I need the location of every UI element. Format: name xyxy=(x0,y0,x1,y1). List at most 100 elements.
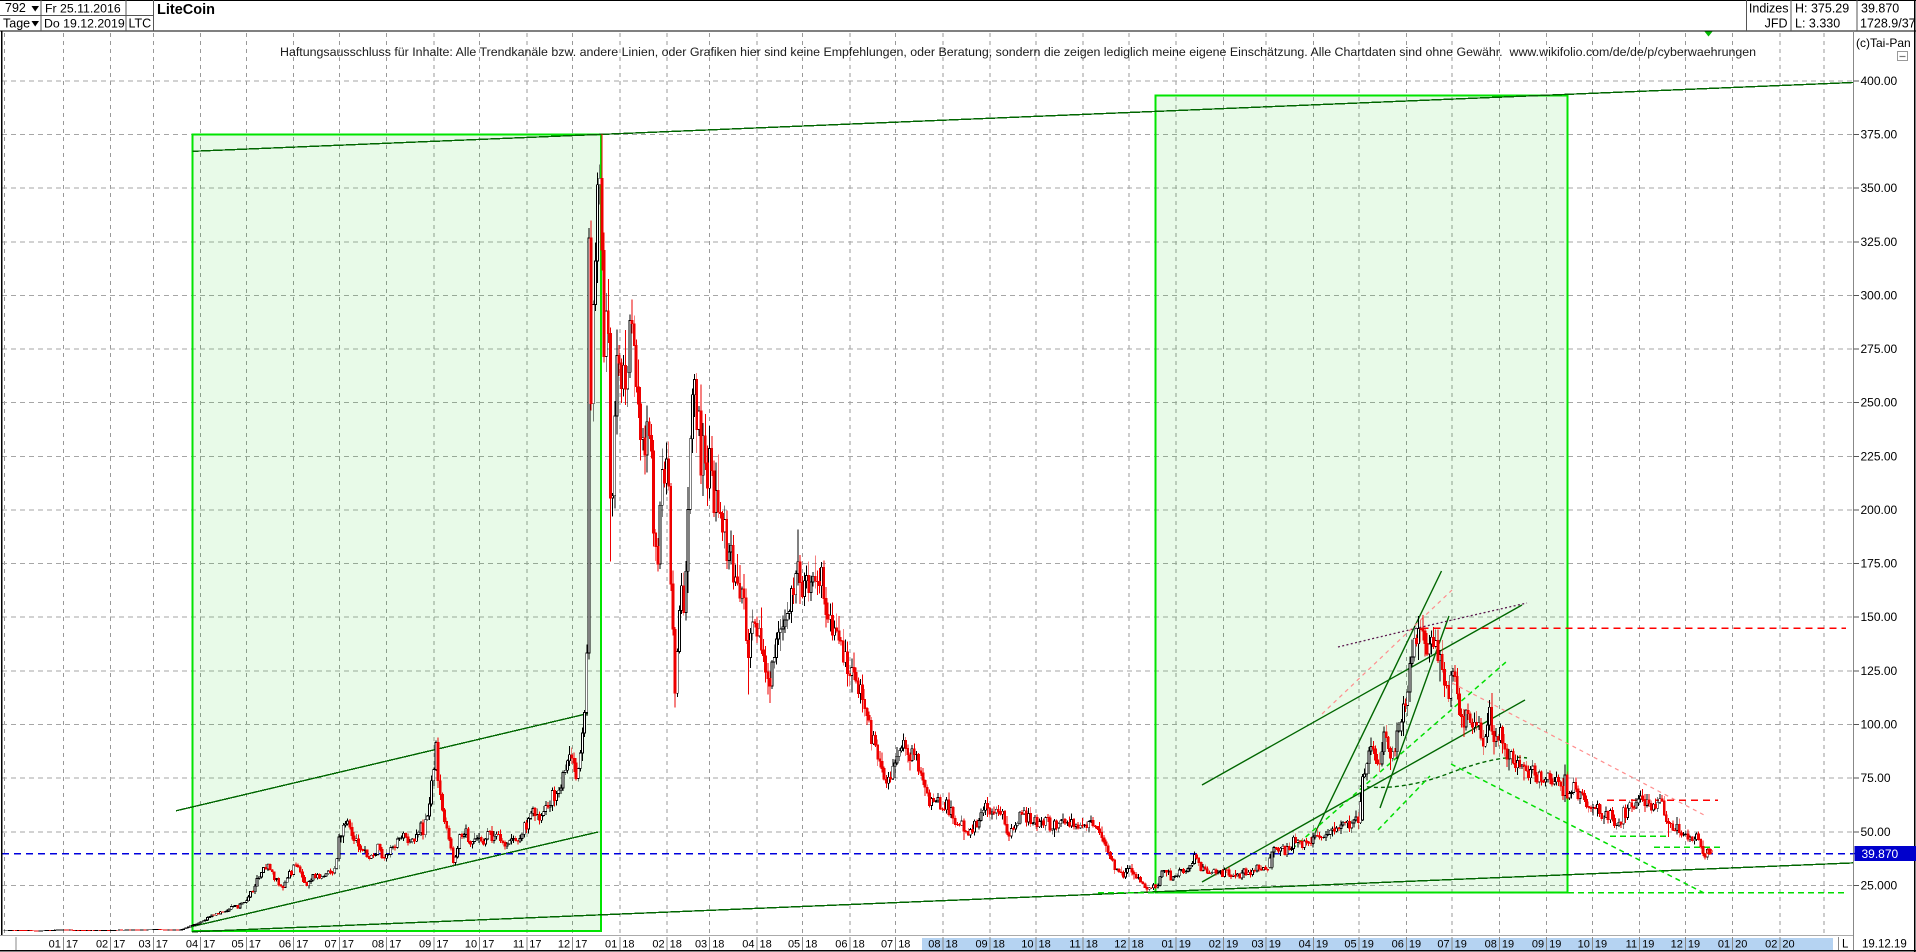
svg-text:100.00: 100.00 xyxy=(1861,718,1898,732)
svg-text:17: 17 xyxy=(482,938,494,950)
svg-text:17: 17 xyxy=(342,938,354,950)
svg-text:17: 17 xyxy=(203,938,215,950)
svg-text:LiteCoin: LiteCoin xyxy=(157,2,215,18)
svg-text:19: 19 xyxy=(1269,938,1281,950)
svg-text:17: 17 xyxy=(436,938,448,950)
svg-text:792: 792 xyxy=(5,1,26,15)
svg-text:19: 19 xyxy=(1362,938,1374,950)
svg-text:39.870: 39.870 xyxy=(1861,1,1899,15)
svg-text:75.00: 75.00 xyxy=(1861,771,1891,785)
svg-text:275.00: 275.00 xyxy=(1861,342,1898,356)
svg-text:04: 04 xyxy=(186,938,198,950)
svg-text:11: 11 xyxy=(513,938,524,950)
svg-text:10: 10 xyxy=(1021,938,1033,950)
svg-text:09: 09 xyxy=(1532,938,1544,950)
svg-text:08: 08 xyxy=(372,938,384,950)
svg-text:19: 19 xyxy=(1595,938,1607,950)
svg-text:JFD: JFD xyxy=(1765,16,1788,30)
svg-text:18: 18 xyxy=(622,938,634,950)
svg-text:12: 12 xyxy=(1671,938,1683,950)
svg-text:18: 18 xyxy=(993,938,1005,950)
svg-text:02: 02 xyxy=(1765,938,1777,950)
svg-text:01: 01 xyxy=(605,938,617,950)
svg-text:(c)Tai-Pan: (c)Tai-Pan xyxy=(1856,36,1911,50)
svg-text:18: 18 xyxy=(853,938,865,950)
svg-text:50.00: 50.00 xyxy=(1861,825,1891,839)
svg-text:08: 08 xyxy=(928,938,940,950)
svg-text:17: 17 xyxy=(249,938,261,950)
svg-text:19: 19 xyxy=(1642,938,1654,950)
svg-text:17: 17 xyxy=(66,938,78,950)
svg-text:375.00: 375.00 xyxy=(1861,128,1898,142)
svg-text:07: 07 xyxy=(1437,938,1449,950)
svg-text:17: 17 xyxy=(575,938,587,950)
svg-text:H: 375.29: H: 375.29 xyxy=(1795,1,1849,15)
svg-text:18: 18 xyxy=(946,938,958,950)
svg-text:03: 03 xyxy=(139,938,151,950)
svg-text:06: 06 xyxy=(279,938,291,950)
svg-text:06: 06 xyxy=(835,938,847,950)
svg-text:18: 18 xyxy=(898,938,910,950)
svg-text:200.00: 200.00 xyxy=(1861,503,1898,517)
svg-text:07: 07 xyxy=(881,938,893,950)
svg-text:18: 18 xyxy=(712,938,724,950)
svg-text:19: 19 xyxy=(1316,938,1328,950)
svg-text:20: 20 xyxy=(1735,938,1747,950)
svg-text:18: 18 xyxy=(670,938,682,950)
svg-text:17: 17 xyxy=(296,938,308,950)
svg-text:150.00: 150.00 xyxy=(1861,610,1898,624)
svg-text:19: 19 xyxy=(1226,938,1238,950)
svg-text:03: 03 xyxy=(1251,938,1263,950)
svg-text:02: 02 xyxy=(652,938,664,950)
svg-text:11: 11 xyxy=(1069,938,1080,950)
svg-text:05: 05 xyxy=(1344,938,1356,950)
svg-text:01: 01 xyxy=(1161,938,1173,950)
svg-text:10: 10 xyxy=(1578,938,1590,950)
svg-text:Haftungsausschluss für Inhalte: Haftungsausschluss für Inhalte: Alle Tre… xyxy=(280,45,1756,59)
svg-text:300.00: 300.00 xyxy=(1861,288,1898,302)
svg-text:L: L xyxy=(1842,939,1849,951)
svg-text:19: 19 xyxy=(1549,938,1561,950)
svg-text:12: 12 xyxy=(1114,938,1126,950)
svg-text:12: 12 xyxy=(558,938,570,950)
svg-text:Fr 25.11.2016: Fr 25.11.2016 xyxy=(45,1,121,15)
svg-text:18: 18 xyxy=(805,938,817,950)
svg-text:18: 18 xyxy=(760,938,772,950)
svg-text:325.00: 325.00 xyxy=(1861,235,1898,249)
svg-text:01: 01 xyxy=(49,938,61,950)
svg-text:06: 06 xyxy=(1392,938,1404,950)
svg-text:05: 05 xyxy=(232,938,244,950)
svg-text:18: 18 xyxy=(1039,938,1051,950)
svg-text:03: 03 xyxy=(695,938,707,950)
svg-text:225.00: 225.00 xyxy=(1861,449,1898,463)
svg-text:Do 19.12.2019: Do 19.12.2019 xyxy=(44,16,125,30)
svg-text:39.870: 39.870 xyxy=(1862,847,1899,861)
svg-text:175.00: 175.00 xyxy=(1861,557,1898,571)
svg-text:04: 04 xyxy=(742,938,754,950)
svg-text:08: 08 xyxy=(1485,938,1497,950)
svg-text:17: 17 xyxy=(389,938,401,950)
svg-text:17: 17 xyxy=(156,938,168,950)
svg-text:17: 17 xyxy=(113,938,125,950)
svg-text:19: 19 xyxy=(1502,938,1514,950)
svg-text:04: 04 xyxy=(1299,938,1311,950)
svg-text:250.00: 250.00 xyxy=(1861,396,1898,410)
svg-text:LTC: LTC xyxy=(129,16,152,30)
svg-text:09: 09 xyxy=(419,938,431,950)
svg-text:125.00: 125.00 xyxy=(1861,664,1898,678)
svg-text:20: 20 xyxy=(1782,938,1794,950)
svg-text:1728.9/37: 1728.9/37 xyxy=(1860,16,1916,30)
svg-text:05: 05 xyxy=(788,938,800,950)
svg-text:350.00: 350.00 xyxy=(1861,181,1898,195)
svg-text:11: 11 xyxy=(1626,938,1637,950)
svg-text:400.00: 400.00 xyxy=(1861,74,1898,88)
svg-text:19: 19 xyxy=(1409,938,1421,950)
svg-text:Tage: Tage xyxy=(3,16,30,30)
svg-text:19: 19 xyxy=(1688,938,1700,950)
svg-text:07: 07 xyxy=(325,938,337,950)
svg-text:Indizes: Indizes xyxy=(1749,1,1789,15)
svg-text:10: 10 xyxy=(465,938,477,950)
svg-text:02: 02 xyxy=(1209,938,1221,950)
svg-text:L: 3.330: L: 3.330 xyxy=(1795,16,1840,30)
svg-text:19: 19 xyxy=(1455,938,1467,950)
